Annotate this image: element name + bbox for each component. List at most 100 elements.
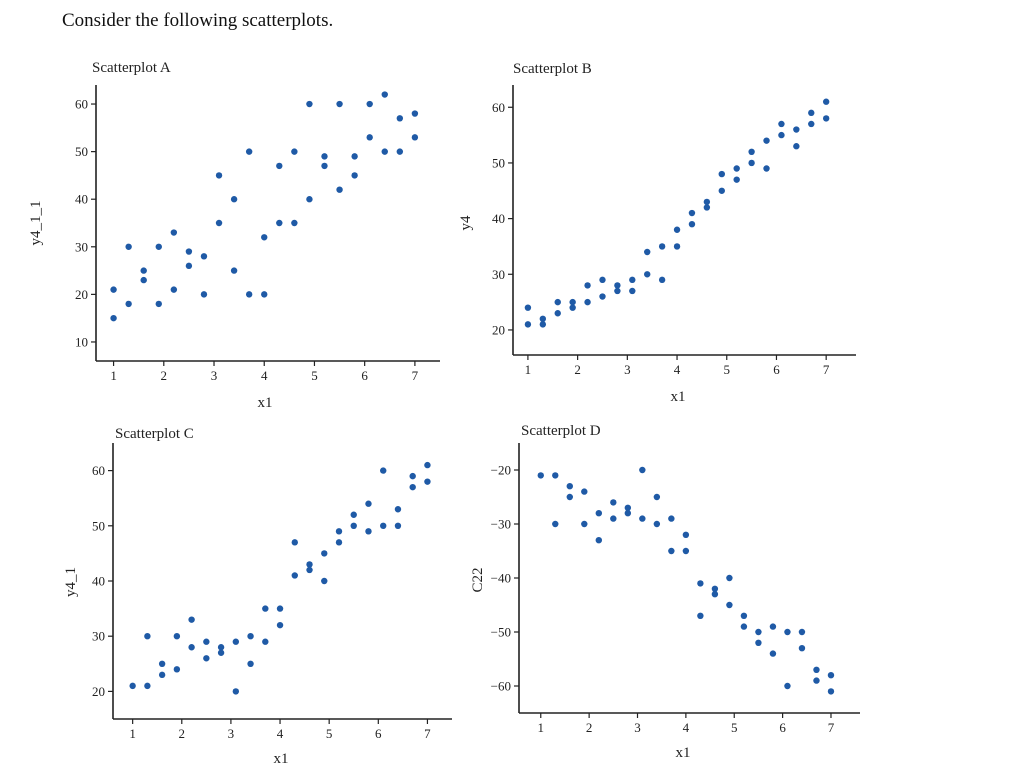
scatterplot-b-point bbox=[778, 121, 784, 127]
scatterplot-c-point bbox=[188, 644, 194, 650]
scatterplot-d-point bbox=[813, 667, 819, 673]
scatterplot-d-point bbox=[567, 494, 573, 500]
scatterplot-c-x-tick-label: 2 bbox=[179, 726, 186, 741]
scatterplot-c-point bbox=[277, 622, 283, 628]
scatterplot-a-x-tick-label: 2 bbox=[161, 368, 168, 383]
scatterplot-c-point bbox=[292, 539, 298, 545]
scatterplot-d-y-tick-label: −60 bbox=[491, 679, 511, 694]
scatterplot-d-point bbox=[668, 515, 674, 521]
scatterplot-b-point bbox=[823, 99, 829, 105]
scatterplot-b-point bbox=[584, 299, 590, 305]
scatterplot-c-point bbox=[262, 605, 268, 611]
scatterplot-b-point bbox=[733, 165, 739, 171]
scatterplot-d-title: Scatterplot D bbox=[521, 423, 601, 439]
scatterplot-a-point bbox=[246, 291, 252, 297]
scatterplot-c-y-tick-label: 60 bbox=[92, 463, 105, 478]
scatterplot-c-point bbox=[336, 528, 342, 534]
scatterplot-c-point bbox=[144, 633, 150, 639]
scatterplot-d-point bbox=[741, 613, 747, 619]
scatterplot-b-x-axis-label: x1 bbox=[671, 389, 686, 405]
scatterplot-b-x-tick-label: 3 bbox=[624, 362, 631, 377]
scatterplot-b-y-tick-label: 40 bbox=[492, 211, 505, 226]
scatterplot-d-point bbox=[726, 602, 732, 608]
scatterplot-b-point bbox=[629, 288, 635, 294]
scatterplot-a-point bbox=[231, 196, 237, 202]
scatterplot-a-x-tick-label: 7 bbox=[412, 368, 419, 383]
scatterplot-c-point bbox=[395, 523, 401, 529]
scatterplot-a-point bbox=[366, 101, 372, 107]
scatterplot-a-point bbox=[306, 196, 312, 202]
scatterplot-c-point bbox=[292, 572, 298, 578]
scatterplot-a-y-tick-label: 40 bbox=[75, 192, 88, 207]
scatterplot-d-point bbox=[654, 494, 660, 500]
scatterplot-d-x-tick-label: 1 bbox=[538, 720, 545, 735]
scatterplot-d-x-tick-label: 2 bbox=[586, 720, 593, 735]
scatterplot-c-point bbox=[351, 523, 357, 529]
scatterplot-b-x-tick-label: 1 bbox=[525, 362, 532, 377]
scatterplot-a-x-tick-label: 5 bbox=[311, 368, 318, 383]
scatterplot-c-point bbox=[159, 672, 165, 678]
scatterplot-d-point bbox=[581, 488, 587, 494]
scatterplot-b-point bbox=[689, 221, 695, 227]
scatterplot-a-y-tick-label: 30 bbox=[75, 239, 88, 254]
scatterplot-a-y-tick-label: 60 bbox=[75, 97, 88, 112]
scatterplot-b-point bbox=[704, 204, 710, 210]
scatterplot-c-x-tick-label: 3 bbox=[228, 726, 235, 741]
scatterplot-c-x-tick-label: 4 bbox=[277, 726, 284, 741]
scatterplot-a-point bbox=[201, 291, 207, 297]
scatterplot-a-point bbox=[261, 234, 267, 240]
scatterplot-c-point bbox=[174, 633, 180, 639]
scatterplot-b-point bbox=[674, 227, 680, 233]
scatterplot-b-x-tick-label: 2 bbox=[574, 362, 581, 377]
scatterplot-c-y-tick-label: 40 bbox=[92, 574, 105, 589]
scatterplot-b: Scatterplot B 1 2 3 4 5 6 7 20 30 40 50 60 x1 y4 bbox=[440, 48, 870, 418]
scatterplot-c-point bbox=[321, 578, 327, 584]
scatterplot-b-point bbox=[778, 132, 784, 138]
scatterplot-d-point bbox=[784, 629, 790, 635]
scatterplot-a-x-tick-label: 6 bbox=[361, 368, 368, 383]
scatterplot-a-point bbox=[336, 186, 342, 192]
scatterplot-a-x-tick-label: 3 bbox=[211, 368, 218, 383]
scatterplot-d-point bbox=[625, 510, 631, 516]
scatterplot-b-x-tick-label: 7 bbox=[823, 362, 830, 377]
scatterplot-d-point bbox=[683, 532, 689, 538]
scatterplot-d-x-tick-label: 4 bbox=[683, 720, 690, 735]
scatterplot-a-point bbox=[156, 301, 162, 307]
scatterplot-c-title: Scatterplot C bbox=[115, 426, 194, 442]
scatterplot-a-title: Scatterplot A bbox=[92, 60, 171, 76]
scatterplot-d-point bbox=[596, 537, 602, 543]
scatterplot-a-point bbox=[216, 220, 222, 226]
scatterplot-c-point bbox=[321, 550, 327, 556]
scatterplot-b-point bbox=[689, 210, 695, 216]
scatterplot-d-point bbox=[610, 499, 616, 505]
scatterplot-b-y-tick-label: 60 bbox=[492, 100, 505, 115]
scatterplot-b-x-tick-label: 5 bbox=[724, 362, 731, 377]
scatterplot-c-point bbox=[218, 650, 224, 656]
scatterplot-a-point bbox=[186, 263, 192, 269]
scatterplot-d-point bbox=[538, 472, 544, 478]
scatterplot-b-point bbox=[748, 149, 754, 155]
scatterplot-d-point bbox=[712, 591, 718, 597]
scatterplot-d-x-axis-label: x1 bbox=[676, 745, 691, 761]
scatterplot-a-point bbox=[351, 172, 357, 178]
scatterplot-b-point bbox=[659, 277, 665, 283]
scatterplot-b-title: Scatterplot B bbox=[513, 61, 592, 77]
scatterplot-d-point bbox=[683, 548, 689, 554]
scatterplot-d-x-tick-label: 6 bbox=[779, 720, 786, 735]
scatterplot-c-point bbox=[365, 501, 371, 507]
scatterplot-b-x-tick-label: 6 bbox=[773, 362, 780, 377]
scatterplot-c-point bbox=[365, 528, 371, 534]
scatterplot-b-point bbox=[599, 293, 605, 299]
scatterplot-a-point bbox=[216, 172, 222, 178]
scatterplot-d-point bbox=[654, 521, 660, 527]
scatterplot-d-point bbox=[755, 629, 761, 635]
scatterplot-a-x-tick-label: 4 bbox=[261, 368, 268, 383]
scatterplot-c-point bbox=[233, 688, 239, 694]
scatterplot-a-point bbox=[412, 134, 418, 140]
scatterplot-c-point bbox=[174, 666, 180, 672]
scatterplot-d-point bbox=[755, 640, 761, 646]
scatterplot-b-point bbox=[793, 126, 799, 132]
scatterplot-d-point bbox=[697, 580, 703, 586]
scatterplot-a-point bbox=[321, 163, 327, 169]
scatterplot-d-y-tick-label: −20 bbox=[491, 463, 511, 478]
